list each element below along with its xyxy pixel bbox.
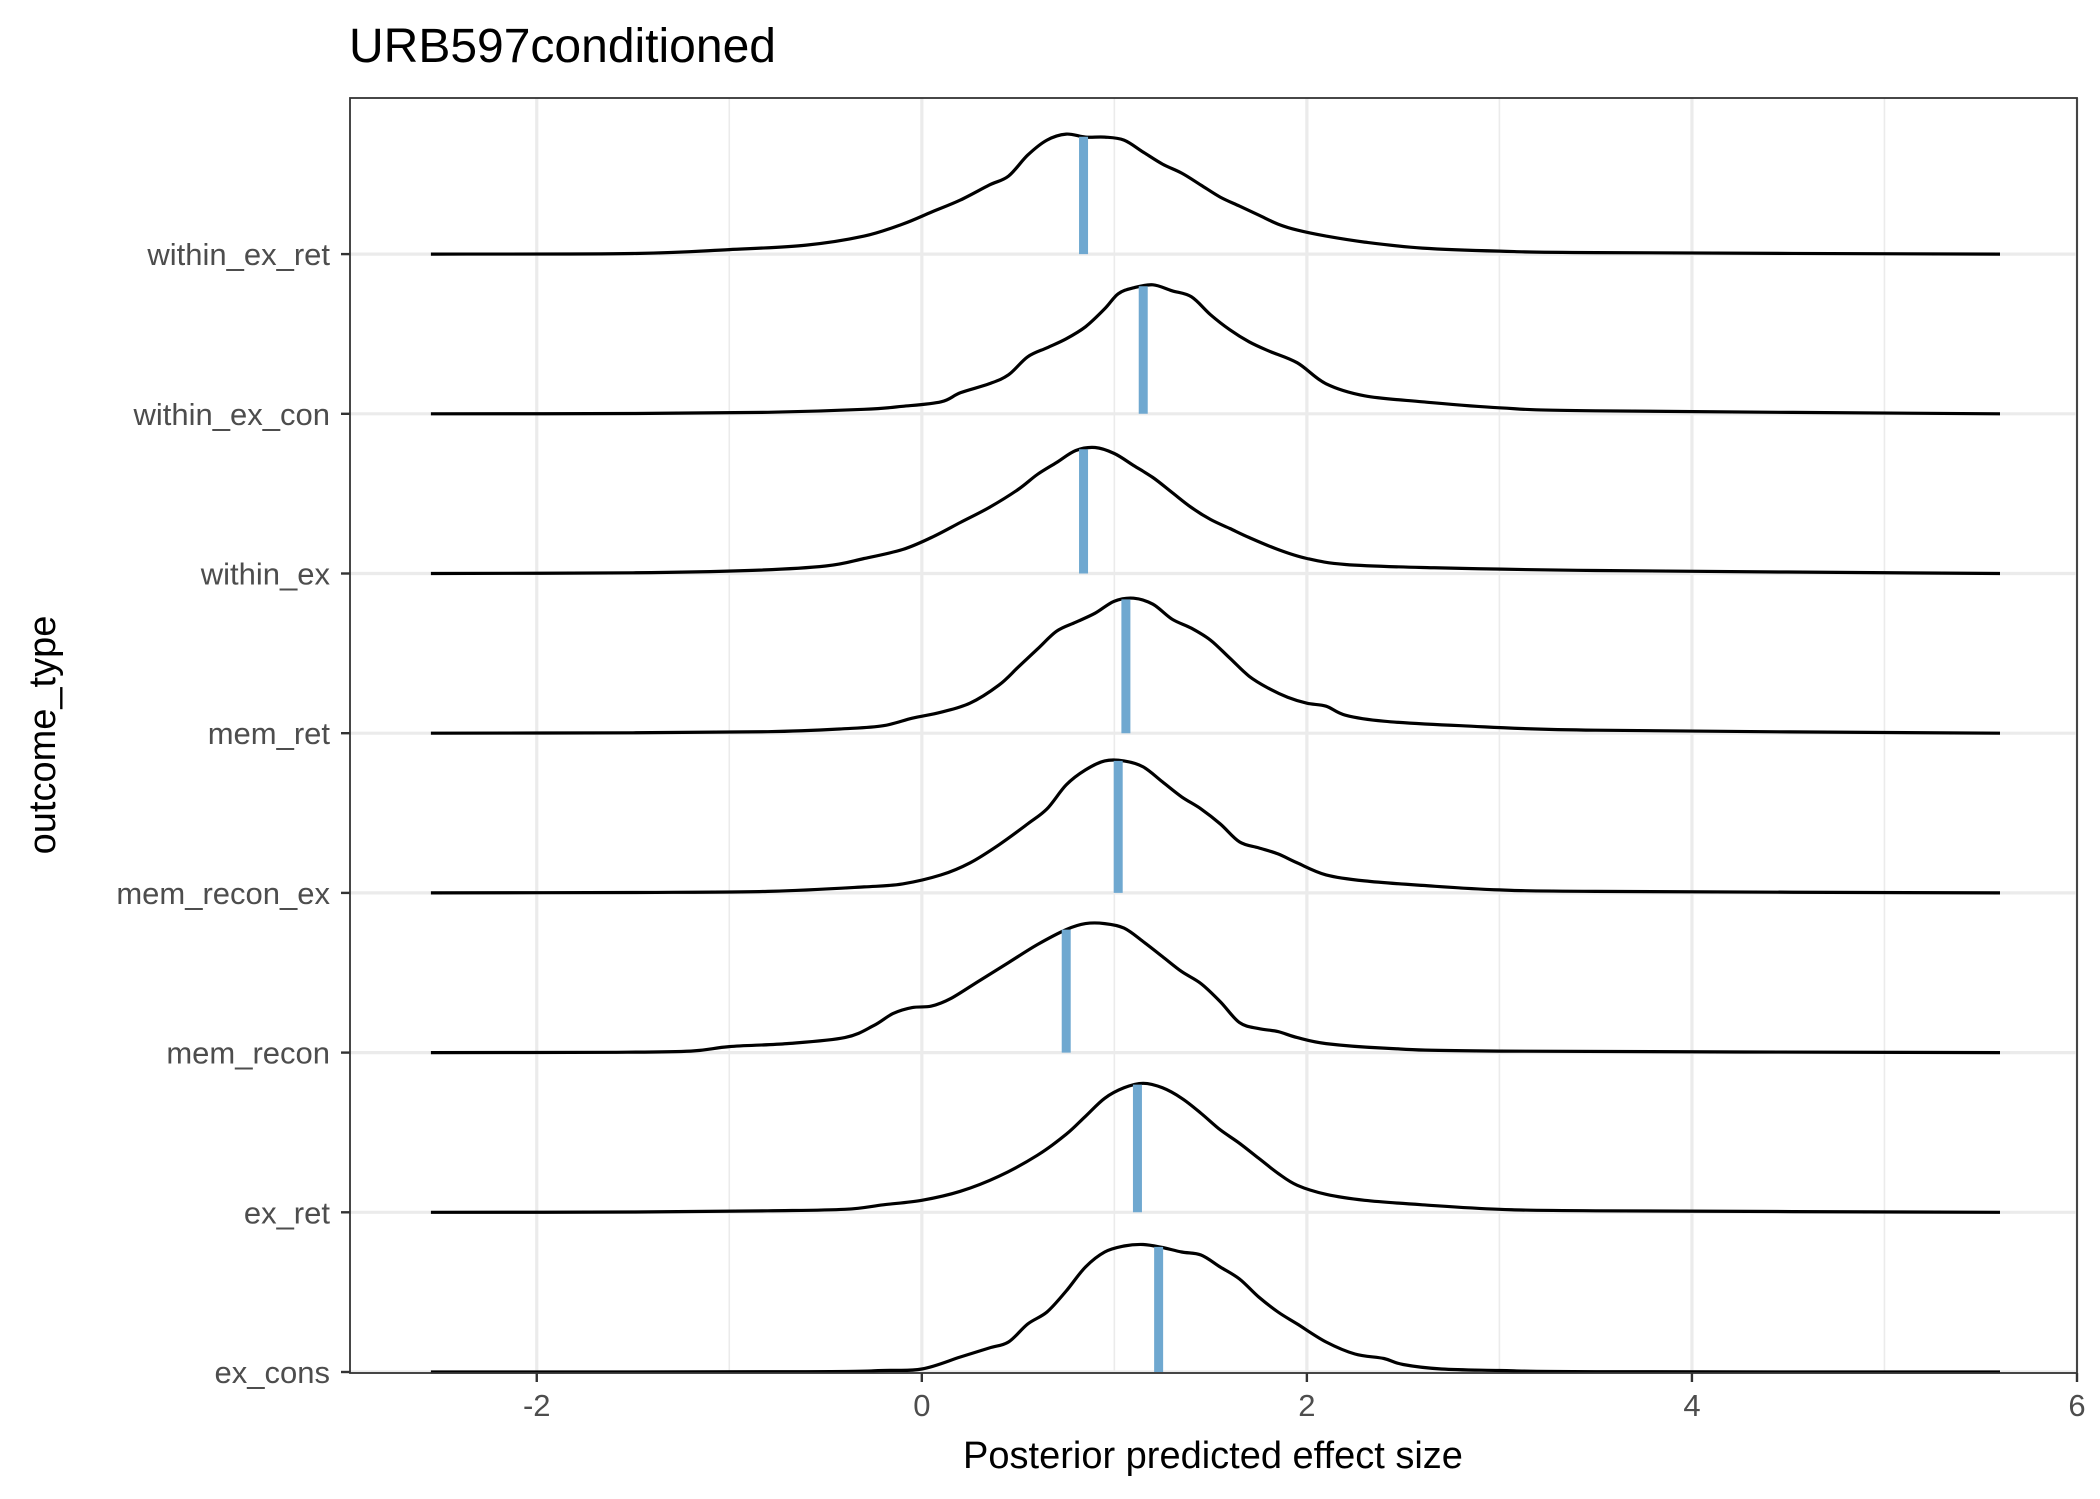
x-tick-label: 0	[913, 1388, 930, 1423]
y-axis-title: outcome_type	[22, 616, 64, 855]
y-axis: ex_cons ex_ret mem_recon mem_recon_ex mem_re…	[116, 237, 350, 1390]
y-tick-label: within_ex	[200, 557, 331, 592]
y-tick-label: mem_recon	[166, 1036, 330, 1071]
density-mem-ret	[430, 596, 2001, 735]
density-mem-recon	[430, 921, 2001, 1055]
chart-title: URB597conditioned	[349, 20, 776, 73]
panel-border	[349, 97, 2078, 1374]
x-axis-title: Posterior predicted effect size	[963, 1435, 1463, 1477]
y-tick-label: mem_recon_ex	[116, 876, 330, 911]
y-tick-label: within_ex_ret	[146, 237, 330, 272]
x-tick-label: -2	[523, 1388, 551, 1423]
density-within-ex-ret	[430, 132, 2001, 256]
y-tick-label: ex_cons	[215, 1355, 330, 1390]
y-tick-label: within_ex_con	[133, 397, 330, 432]
x-axis: -2 0 2 4 6	[523, 1373, 2086, 1423]
median-lines	[1061, 136, 1164, 1372]
density-within-ex-con	[430, 283, 2001, 416]
x-tick-label: 4	[1683, 1388, 1700, 1423]
density-within-ex	[430, 445, 2001, 576]
x-tick-label: 6	[2068, 1388, 2085, 1423]
y-tick-label: ex_ret	[244, 1195, 331, 1230]
x-tick-label: 2	[1298, 1388, 1315, 1423]
density-ex-cons	[430, 1242, 2001, 1374]
grid	[350, 98, 2079, 1374]
y-tick-label: mem_ret	[208, 716, 331, 751]
density-ex-ret	[430, 1081, 2001, 1214]
density-mem-recon-ex	[430, 758, 2001, 895]
density-curves	[430, 132, 2001, 1374]
